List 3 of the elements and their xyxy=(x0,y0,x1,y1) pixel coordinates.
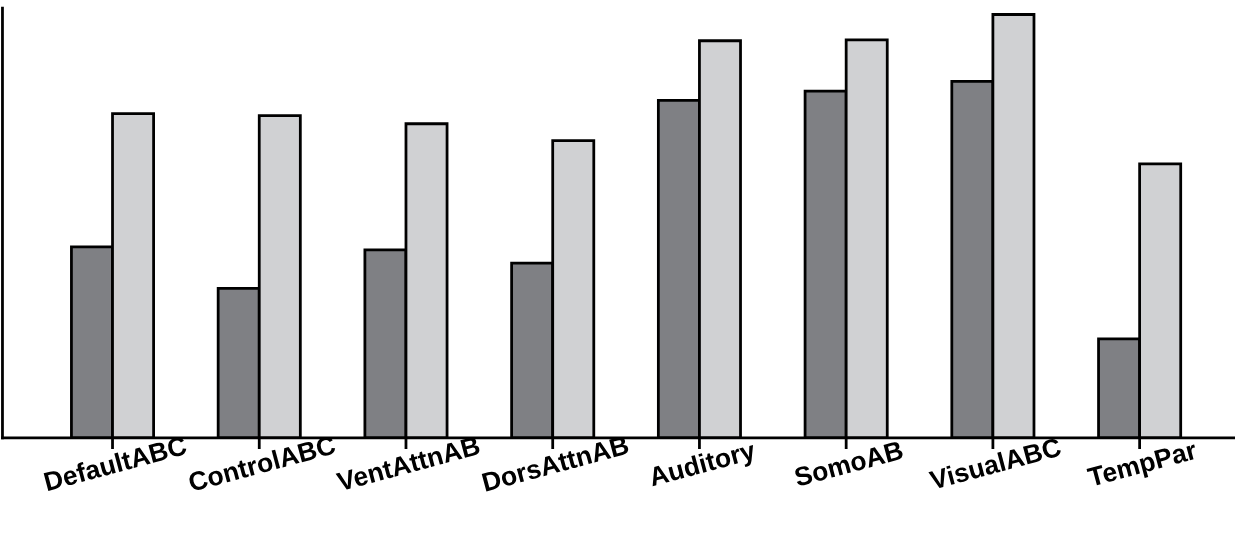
x-tick-label: TempPar xyxy=(1086,440,1200,492)
x-tick-label: SomoAB xyxy=(793,440,904,487)
x-tick-label: Auditory xyxy=(647,439,759,492)
